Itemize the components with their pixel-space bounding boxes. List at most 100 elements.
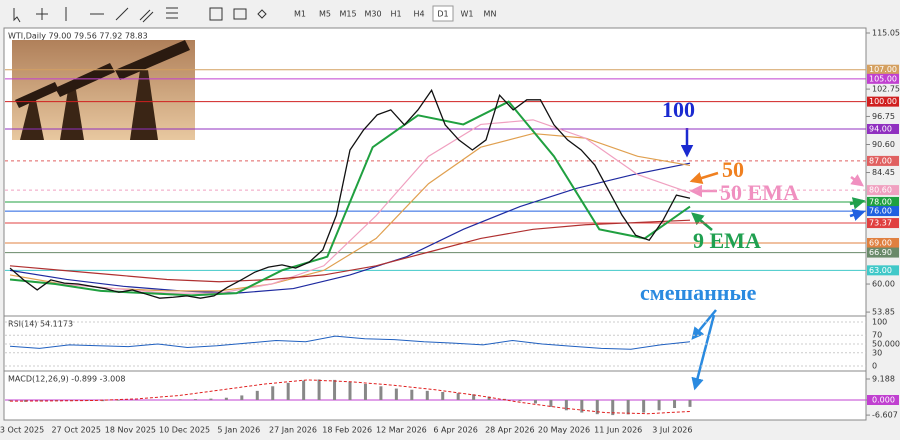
rsi-tick-label: 0 bbox=[872, 362, 877, 371]
date-label: 28 Apr 2026 bbox=[485, 426, 534, 435]
macd-bar bbox=[255, 390, 259, 400]
rsi-tick-label: 30 bbox=[872, 348, 882, 357]
level-label: 87.00 bbox=[869, 156, 892, 165]
level-label-box bbox=[867, 218, 899, 229]
crosshair-tool[interactable] bbox=[36, 8, 48, 20]
level-label: 69.00 bbox=[869, 238, 892, 247]
annotation: 100 bbox=[662, 97, 695, 122]
level-label-box bbox=[867, 206, 899, 217]
zero-label-box bbox=[867, 395, 899, 405]
level-label-box bbox=[867, 247, 899, 258]
date-label: 3 Jul 2026 bbox=[652, 426, 692, 435]
macd-title: MACD(12,26,9) -0.899 -3.008 bbox=[8, 375, 125, 384]
timeframe-label[interactable]: M5 bbox=[319, 10, 331, 19]
macd-bar bbox=[642, 400, 646, 413]
level-label-box bbox=[867, 196, 899, 207]
macd-bar bbox=[688, 400, 692, 407]
macd-bar bbox=[271, 386, 275, 400]
macd-signal bbox=[9, 379, 691, 415]
fibo-tool[interactable] bbox=[166, 7, 178, 19]
macd-bar bbox=[178, 399, 182, 400]
level-label: 94.00 bbox=[869, 124, 892, 133]
level-label-box bbox=[867, 265, 899, 276]
level-label-box bbox=[867, 185, 899, 196]
macd-bar bbox=[595, 400, 599, 415]
level-label-box bbox=[867, 123, 899, 134]
indicator-line bbox=[9, 162, 691, 294]
price-tick-label: 115.05 bbox=[872, 29, 900, 38]
timeframe-button[interactable] bbox=[432, 5, 454, 22]
macd-bar bbox=[394, 388, 398, 400]
chart-title: WTI,Daily 79.00 79.56 77.92 78.83 bbox=[8, 32, 148, 41]
channel-tool[interactable] bbox=[139, 9, 154, 23]
date-label: 20 May 2026 bbox=[538, 426, 590, 435]
level-label: 78.00 bbox=[869, 197, 892, 206]
price-tick-label: 102.75 bbox=[872, 85, 900, 94]
annotation-arrows bbox=[680, 128, 866, 391]
macd-bar bbox=[564, 400, 568, 411]
macd-bar bbox=[286, 382, 290, 400]
macd-bar bbox=[533, 400, 537, 404]
macd-bar bbox=[54, 400, 58, 401]
macd-bar bbox=[8, 400, 12, 402]
annotation: 9 EMA bbox=[693, 228, 761, 253]
price-tick-label: 53.85 bbox=[872, 308, 895, 317]
macd-bar bbox=[224, 397, 228, 400]
level-label-box bbox=[867, 73, 899, 84]
timeframe-label[interactable]: M30 bbox=[364, 10, 381, 19]
macd-bar bbox=[580, 400, 584, 413]
macd-bar bbox=[116, 400, 120, 401]
macd-bar bbox=[425, 390, 429, 400]
rsi-tick-label: 100 bbox=[872, 318, 887, 327]
macd-bar bbox=[410, 389, 414, 400]
date-label: 12 Mar 2026 bbox=[376, 426, 427, 435]
timeframe-label[interactable]: H1 bbox=[390, 10, 401, 19]
indicator-line bbox=[9, 219, 691, 283]
macd-bar bbox=[472, 394, 476, 400]
timeframe-label[interactable]: W1 bbox=[461, 10, 474, 19]
date-label: 10 Dec 2025 bbox=[159, 426, 210, 435]
date-label: 5 Jan 2026 bbox=[217, 426, 260, 435]
cursor-tool[interactable] bbox=[13, 8, 21, 23]
level-label: 105.00 bbox=[869, 74, 897, 83]
macd-bar bbox=[363, 384, 367, 400]
date-label: 27 Oct 2025 bbox=[51, 426, 100, 435]
level-label: 66.90 bbox=[869, 248, 892, 257]
date-label: 18 Feb 2026 bbox=[322, 426, 372, 435]
level-label-box bbox=[867, 96, 899, 107]
timeframe-label[interactable]: D1 bbox=[437, 10, 448, 19]
date-label: 11 Jun 2026 bbox=[594, 426, 642, 435]
date-label: 27 Jan 2026 bbox=[269, 426, 317, 435]
level-label: 63.00 bbox=[869, 266, 892, 275]
macd-bar bbox=[240, 395, 244, 400]
trend-tool[interactable] bbox=[115, 7, 129, 21]
timeframe-label[interactable]: MN bbox=[484, 10, 497, 19]
macd-bar bbox=[302, 380, 306, 400]
macd-tick-label: 0.000 bbox=[872, 396, 895, 405]
timeframe-label[interactable]: M15 bbox=[339, 10, 356, 19]
macd-bar bbox=[379, 386, 383, 400]
macd-bar bbox=[611, 400, 615, 416]
indicator-line bbox=[9, 119, 691, 294]
annotation: 50 bbox=[722, 157, 744, 182]
timeframe-label[interactable]: H4 bbox=[413, 10, 424, 19]
text-tool[interactable] bbox=[209, 7, 223, 21]
macd-bar bbox=[209, 398, 213, 400]
date-label: 3 Oct 2025 bbox=[0, 426, 44, 435]
macd-bar bbox=[518, 400, 522, 402]
level-label: 76.00 bbox=[869, 207, 892, 216]
annotation: 50 EMA bbox=[720, 180, 799, 205]
date-label: 6 Apr 2026 bbox=[433, 426, 477, 435]
price-tick-label: 84.45 bbox=[872, 168, 895, 177]
rsi-line bbox=[9, 335, 691, 350]
macd-bar bbox=[487, 396, 491, 400]
macd-bar bbox=[456, 393, 460, 400]
label-tool[interactable] bbox=[233, 8, 247, 20]
rsi-title: RSI(14) 54.1173 bbox=[8, 320, 73, 329]
macd-tick-label: 9.188 bbox=[872, 375, 895, 384]
timeframe-label[interactable]: M1 bbox=[294, 10, 306, 19]
tool-icons bbox=[13, 7, 267, 23]
shapes-tool[interactable] bbox=[257, 9, 267, 19]
level-label: 73.37 bbox=[869, 219, 892, 228]
macd-bar bbox=[626, 400, 630, 415]
